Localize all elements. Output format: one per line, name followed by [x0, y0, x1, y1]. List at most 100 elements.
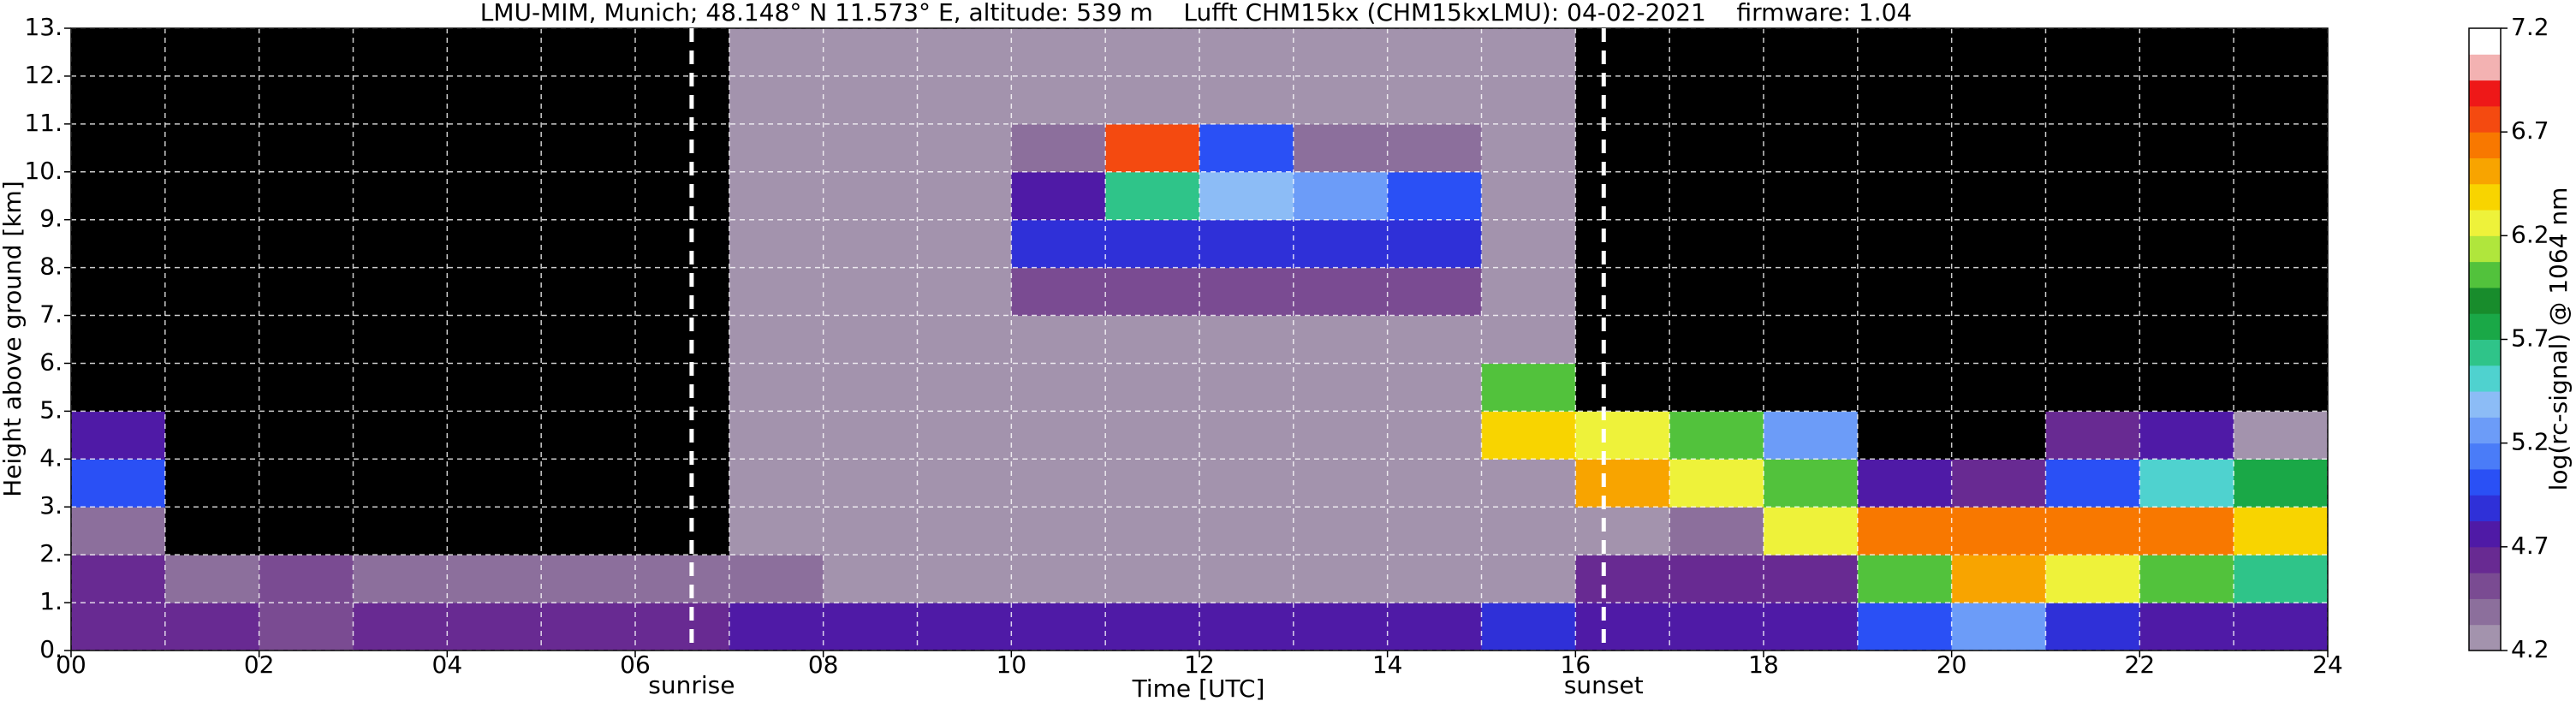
heatmap-cell	[1669, 75, 1764, 125]
colorbar-segment	[2469, 157, 2501, 185]
heatmap-cell	[635, 75, 730, 125]
heatmap-cell	[1105, 315, 1200, 364]
colorbar-segment	[2469, 80, 2501, 107]
heatmap-cell	[1011, 267, 1106, 317]
heatmap-cell	[729, 123, 824, 173]
colorbar-segment	[2469, 54, 2501, 81]
heatmap-cell	[1669, 171, 1764, 221]
heatmap-cell	[541, 28, 636, 77]
heatmap-cell	[1764, 555, 1859, 603]
heatmap-cell	[1951, 123, 2046, 173]
heatmap-cell	[1387, 507, 1482, 556]
heatmap-cell	[541, 219, 636, 269]
heatmap-cell	[259, 363, 354, 412]
colorbar-segment	[2469, 28, 2501, 55]
heatmap-cell	[1481, 411, 1576, 460]
y-tick-label: 8.	[39, 253, 62, 281]
heatmap-cell	[353, 555, 448, 603]
heatmap-cell	[447, 507, 542, 556]
heatmap-cell	[1199, 507, 1294, 556]
heatmap-cell	[447, 459, 542, 508]
heatmap-cell	[917, 459, 1012, 508]
heatmap-cell	[2139, 507, 2234, 556]
heatmap-cell	[259, 28, 354, 77]
heatmap-cell	[164, 363, 260, 412]
heatmap-cell	[1199, 171, 1294, 221]
heatmap-cell	[541, 411, 636, 460]
x-tick-label: 02	[244, 651, 275, 679]
heatmap-cell	[164, 171, 260, 221]
colorbar-segment	[2469, 261, 2501, 288]
y-tick-label: 7.	[39, 300, 62, 329]
colorbar-tick-label: 5.7	[2511, 324, 2549, 353]
heatmap-cell	[1575, 267, 1670, 317]
heatmap-cell	[164, 123, 260, 173]
heatmap-cell	[1199, 459, 1294, 508]
colorbar-segment	[2469, 546, 2501, 573]
heatmap-cell	[1481, 219, 1576, 269]
heatmap-cell	[729, 363, 824, 412]
heatmap-cell	[541, 363, 636, 412]
heatmap-cell	[635, 459, 730, 508]
heatmap-cell	[164, 459, 260, 508]
heatmap-cell	[259, 603, 354, 651]
heatmap-cell	[541, 123, 636, 173]
heatmap-cell	[1011, 28, 1106, 77]
heatmap-cell	[1857, 315, 1953, 364]
colorbar-label: log(rc-signal) @ 1064 nm	[2544, 187, 2573, 491]
colorbar-segment	[2469, 598, 2501, 626]
heatmap-cell	[1669, 315, 1764, 364]
heatmap-cell	[1481, 363, 1576, 412]
heatmap-cell	[1764, 123, 1859, 173]
heatmap-cell	[1575, 28, 1670, 77]
heatmap-cell	[635, 555, 730, 603]
heatmap-cell	[1951, 363, 2046, 412]
heatmap-cell	[1105, 75, 1200, 125]
x-tick-label: 22	[2125, 651, 2156, 679]
heatmap-cell	[1669, 28, 1764, 77]
heatmap-cell	[635, 363, 730, 412]
heatmap-cell	[1293, 75, 1389, 125]
x-tick-label: 00	[56, 651, 86, 679]
y-tick-label: 9.	[39, 205, 62, 233]
heatmap-cell	[917, 411, 1012, 460]
heatmap-cell	[71, 603, 166, 651]
x-tick-label: 20	[1936, 651, 1967, 679]
heatmap-cell	[1011, 123, 1106, 173]
heatmap-cell	[1481, 459, 1576, 508]
colorbar-segment	[2469, 105, 2501, 133]
heatmap-cell	[917, 75, 1012, 125]
heatmap-cell	[1764, 363, 1859, 412]
heatmap-cell	[2045, 171, 2140, 221]
heatmap-cell	[1857, 28, 1953, 77]
heatmap-cell	[259, 315, 354, 364]
x-tick-label: 18	[1748, 651, 1779, 679]
heatmap-cell	[71, 267, 166, 317]
heatmap-cell	[1293, 267, 1389, 317]
heatmap-cell	[447, 171, 542, 221]
heatmap-cell	[2045, 315, 2140, 364]
heatmap-cell	[1387, 171, 1482, 221]
heatmap-cell	[1951, 507, 2046, 556]
heatmap-cell	[729, 28, 824, 77]
heatmap-cell	[1857, 171, 1953, 221]
heatmap-cell	[823, 603, 918, 651]
heatmap-cell	[729, 603, 824, 651]
heatmap-cell	[1857, 411, 1953, 460]
heatmap-cell	[2234, 219, 2329, 269]
heatmap-cell	[1011, 315, 1106, 364]
heatmap-cell	[1669, 363, 1764, 412]
heatmap-cell	[823, 555, 918, 603]
chart-title: LMU-MIM, Munich; 48.148° N 11.573° E, al…	[480, 0, 1913, 27]
heatmap-cell	[1199, 267, 1294, 317]
x-tick-label: 16	[1561, 651, 1591, 679]
heatmap-cell	[164, 75, 260, 125]
heatmap-cell	[1293, 507, 1389, 556]
heatmap-cell	[1387, 363, 1482, 412]
x-tick-label: 24	[2312, 651, 2343, 679]
heatmap-cell	[2045, 555, 2140, 603]
heatmap-cell	[2234, 363, 2329, 412]
annotation-label: sunrise	[648, 671, 735, 699]
heatmap-cell	[635, 171, 730, 221]
heatmap-cell	[2234, 267, 2329, 317]
